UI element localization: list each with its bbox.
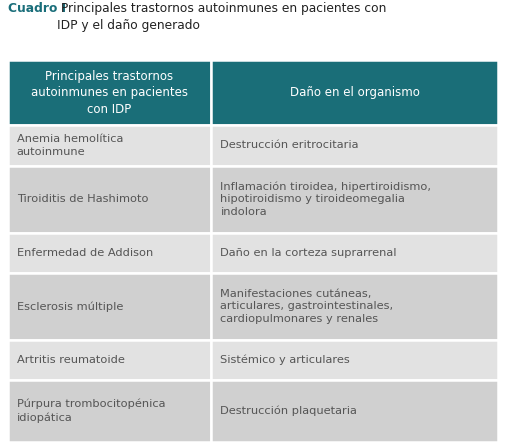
Bar	[211, 233, 497, 273]
Bar	[8, 165, 211, 233]
Text: Destrucción eritrocitaria: Destrucción eritrocitaria	[220, 140, 358, 150]
Bar	[8, 125, 211, 165]
Text: Sistémico y articulares: Sistémico y articulares	[220, 355, 349, 365]
Bar	[8, 340, 211, 380]
Bar	[211, 380, 497, 442]
Text: Principales trastornos autoinmunes en pacientes con
IDP y el daño generado: Principales trastornos autoinmunes en pa…	[57, 2, 386, 32]
Text: Artritis reumatoide: Artritis reumatoide	[17, 355, 124, 365]
Bar	[211, 125, 497, 165]
Text: Inflamación tiroidea, hipertiroidismo,
hipotiroidismo y tiroideomegalia
indolora: Inflamación tiroidea, hipertiroidismo, h…	[220, 181, 431, 217]
Text: Manifestaciones cutáneas,
articulares, gastrointestinales,
cardiopulmonares y re: Manifestaciones cutáneas, articulares, g…	[220, 289, 393, 324]
Text: Enfermedad de Addison: Enfermedad de Addison	[17, 248, 153, 258]
Text: Daño en la corteza suprarrenal: Daño en la corteza suprarrenal	[220, 248, 396, 258]
Text: Anemia hemolítica
autoinmune: Anemia hemolítica autoinmune	[17, 134, 123, 157]
Bar	[8, 273, 211, 340]
Text: Cuadro I: Cuadro I	[8, 2, 66, 15]
Text: Púrpura trombocitopénica
idiopática: Púrpura trombocitopénica idiopática	[17, 399, 165, 423]
Text: Daño en el organismo: Daño en el organismo	[289, 86, 419, 99]
Text: Principales trastornos
autoinmunes en pacientes
con IDP: Principales trastornos autoinmunes en pa…	[31, 70, 187, 116]
Text: Esclerosis múltiple: Esclerosis múltiple	[17, 301, 123, 312]
Bar	[211, 60, 497, 125]
Text: Destrucción plaquetaria: Destrucción plaquetaria	[220, 405, 357, 416]
Bar	[8, 60, 211, 125]
Bar	[211, 273, 497, 340]
Text: Tiroiditis de Hashimoto: Tiroiditis de Hashimoto	[17, 194, 148, 204]
Bar	[8, 233, 211, 273]
Bar	[211, 340, 497, 380]
Bar	[211, 165, 497, 233]
Bar	[8, 380, 211, 442]
